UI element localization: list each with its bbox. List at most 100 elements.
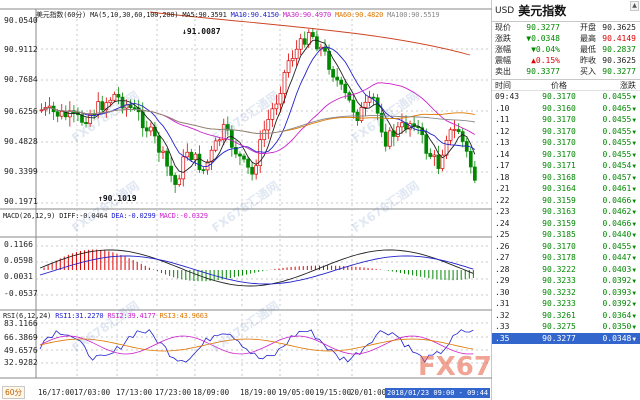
candle-body <box>140 111 145 129</box>
tick-change: 0.0392▼ <box>591 276 636 285</box>
tick-change-value: 0.0455 <box>602 126 632 136</box>
down-arrow-icon: ▼ <box>632 140 636 148</box>
candle-body <box>473 166 477 181</box>
tick-time: .27 <box>495 253 510 263</box>
tick-change: 0.0455▼ <box>591 150 636 159</box>
x-tick-label: 18/09:00 <box>193 388 230 397</box>
tick-row[interactable]: .30 90.3232 0.0393▼ <box>492 287 640 299</box>
x-tick-label: 17/13:00 <box>116 388 153 397</box>
tick-row[interactable]: .10 90.3160 0.0465▼ <box>492 103 640 115</box>
candle-body <box>440 154 445 169</box>
y-tick-label: 90.4828 <box>4 137 38 146</box>
quote-row: 现价 90.3277 开盘 90.3625 <box>492 22 640 33</box>
tick-row[interactable]: .23 90.3163 0.0462▼ <box>492 206 640 218</box>
down-arrow-icon: ▼ <box>632 209 636 217</box>
chart-area[interactable]: 美元指数(60分) MA(5,10,30,60,100,200) MA5:90.… <box>0 0 588 400</box>
x-tick-label: 19/15:00 <box>315 388 352 397</box>
kline-chart[interactable] <box>0 0 492 400</box>
tick-row[interactable]: .28 90.3222 0.0403▼ <box>492 264 640 276</box>
rsi2-line <box>39 335 474 355</box>
down-arrow-icon: ▼ <box>632 289 636 297</box>
rsi-legend: RSI(6,12,24) RSI1:31.2270 RSI2:39.4177 R… <box>3 312 208 320</box>
tick-change-value: 0.0364 <box>602 310 632 320</box>
down-arrow-icon: ▼ <box>632 243 636 251</box>
tick-row[interactable]: .32 90.3261 0.0364▼ <box>492 310 640 322</box>
candle-body <box>161 150 165 153</box>
tick-row[interactable]: .33 90.3275 0.0350▼ <box>492 321 640 333</box>
candle-body <box>424 134 429 154</box>
candle-body <box>298 38 303 50</box>
tick-change-value: 0.0392 <box>602 299 632 309</box>
scroll-up-button[interactable]: ▲ <box>630 1 639 11</box>
down-arrow-icon: ▼ <box>632 186 636 194</box>
tick-row[interactable]: .22 90.3159 0.0466▼ <box>492 195 640 207</box>
tick-price: 90.3164 <box>542 184 576 194</box>
tick-row[interactable]: .14 90.3170 0.0455▼ <box>492 149 640 161</box>
tick-change: 0.0462▼ <box>591 207 636 216</box>
tick-change: 0.0466▼ <box>591 219 636 228</box>
period-button[interactable]: 60分 <box>2 386 26 399</box>
low-annotation: ↑90.1019 <box>98 194 137 203</box>
quote-k: 震幅 <box>495 56 511 65</box>
tick-row[interactable]: .21 90.3164 0.0461▼ <box>492 183 640 195</box>
candle-body <box>468 150 473 168</box>
legend-item: MA100:90.5519 <box>387 11 440 19</box>
tick-row[interactable]: .24 90.3159 0.0466▼ <box>492 218 640 230</box>
tick-time: .23 <box>495 207 510 217</box>
tick-row[interactable]: .11 90.3170 0.0455▼ <box>492 114 640 126</box>
candle-body <box>149 126 153 132</box>
quote-k: 卖出 <box>495 67 511 76</box>
quote-k2: 开盘 <box>580 23 596 32</box>
tick-price: 90.3275 <box>542 322 576 332</box>
candle-body <box>238 153 242 157</box>
tick-row[interactable]: 09:43 90.3170 0.0455▼ <box>492 91 640 103</box>
candle-body <box>59 110 64 117</box>
tick-row[interactable]: .27 90.3178 0.0447▼ <box>492 252 640 264</box>
candle-body <box>339 79 344 85</box>
tick-header-time: 时间 <box>495 80 511 90</box>
candle-body <box>193 153 198 160</box>
quote-k: 涨幅 <box>495 45 511 54</box>
tick-price: 90.3233 <box>542 276 576 286</box>
tick-row[interactable]: .26 90.3170 0.0455▼ <box>492 241 640 253</box>
x-tick-label: 17/23:00 <box>155 388 192 397</box>
legend-item: RSI3:43.9663 <box>159 312 208 320</box>
y-tick-label: 0.1166 <box>4 240 33 249</box>
tick-change: 0.0461▼ <box>591 184 636 193</box>
tick-time: .33 <box>495 322 510 332</box>
tick-change: 0.0447▼ <box>591 253 636 262</box>
tick-row[interactable]: .31 90.3233 0.0392▼ <box>492 298 640 310</box>
tick-row[interactable]: .25 90.3185 0.0440▼ <box>492 229 640 241</box>
tick-change-value: 0.0403 <box>602 264 632 274</box>
tick-row[interactable]: .12 90.3170 0.0455▼ <box>492 126 640 138</box>
candle-body <box>456 129 461 132</box>
tick-row[interactable]: .29 90.3233 0.0392▼ <box>492 275 640 287</box>
quote-header: USD 美元指数 <box>492 0 640 22</box>
legend-item: RSI1:31.2270 <box>55 312 108 320</box>
y-tick-label: 49.6576 <box>4 346 38 355</box>
candle-body <box>448 129 453 141</box>
quote-v: ▼0.0348 <box>526 34 560 43</box>
tick-row[interactable]: .17 90.3171 0.0454▼ <box>492 160 640 172</box>
tick-price: 90.3171 <box>542 161 576 171</box>
candle-body <box>315 36 319 50</box>
candle-body <box>400 122 404 128</box>
tick-row[interactable]: .35 90.3277 0.0348▼ <box>492 332 640 344</box>
tick-list[interactable]: 09:43 90.3170 0.0455▼ .10 90.3160 0.0465▼ .11 9… <box>492 91 640 344</box>
tick-change-value: 0.0455 <box>602 241 632 251</box>
legend-item: DEA:-0.0299 <box>111 212 160 220</box>
candle-body <box>246 158 250 168</box>
tick-time: .18 <box>495 172 510 182</box>
candle-body <box>302 38 307 45</box>
down-arrow-icon: ▼ <box>632 94 636 102</box>
tick-price: 90.3159 <box>542 195 576 205</box>
tick-time: .17 <box>495 161 510 171</box>
tick-time: .10 <box>495 103 510 113</box>
down-arrow-icon: ▼ <box>632 105 636 113</box>
ma-line <box>41 107 475 134</box>
candle-body <box>392 130 396 137</box>
tick-row[interactable]: .18 90.3168 0.0457▼ <box>492 172 640 184</box>
candle-body <box>173 175 177 185</box>
legend-item: MA60:90.4820 <box>334 11 388 19</box>
tick-row[interactable]: .13 90.3170 0.0455▼ <box>492 137 640 149</box>
